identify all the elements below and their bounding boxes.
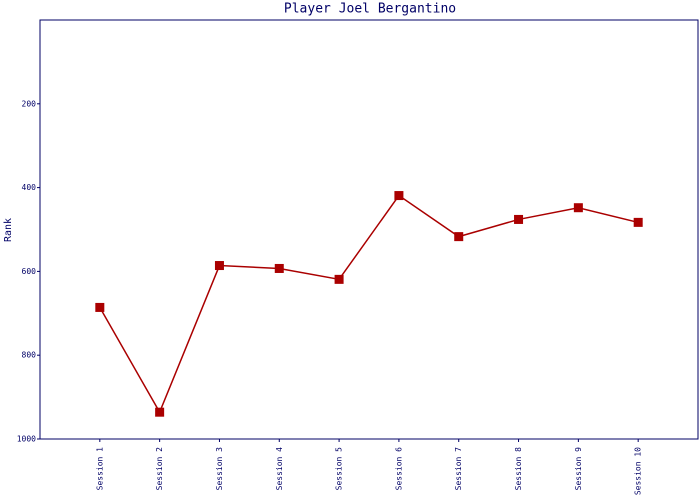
x-tick-label: Session 9 (574, 447, 583, 491)
point (454, 232, 464, 242)
point (394, 191, 404, 201)
point (334, 274, 344, 284)
x-tick-label: Session 6 (394, 447, 403, 491)
y-tick-label: 1000 (17, 435, 36, 444)
point (155, 407, 165, 417)
x-tick-label: Session 3 (215, 447, 224, 491)
point (573, 203, 583, 213)
x-tick-label: Session 10 (634, 447, 643, 495)
x-tick-label: Session 4 (275, 447, 284, 491)
point (95, 302, 105, 312)
chart-title: Player Joel Bergantino (284, 2, 456, 17)
point (214, 261, 224, 271)
point (274, 263, 284, 273)
point (514, 214, 524, 224)
point (633, 217, 643, 227)
y-tick-label: 400 (22, 183, 37, 192)
plot-frame (39, 19, 699, 440)
x-tick-label: Session 7 (454, 447, 463, 491)
y-axis-label: Rank (3, 218, 14, 242)
y-tick-label: 800 (22, 351, 37, 360)
series-line (99, 194, 639, 414)
x-tick-label: Session 1 (95, 447, 104, 491)
y-tick-label: 600 (22, 267, 37, 276)
x-tick-label: Session 5 (335, 447, 344, 491)
x-tick-label: Session 8 (514, 447, 523, 491)
y-tick-label: 200 (22, 99, 37, 108)
x-tick-label: Session 2 (155, 447, 164, 491)
